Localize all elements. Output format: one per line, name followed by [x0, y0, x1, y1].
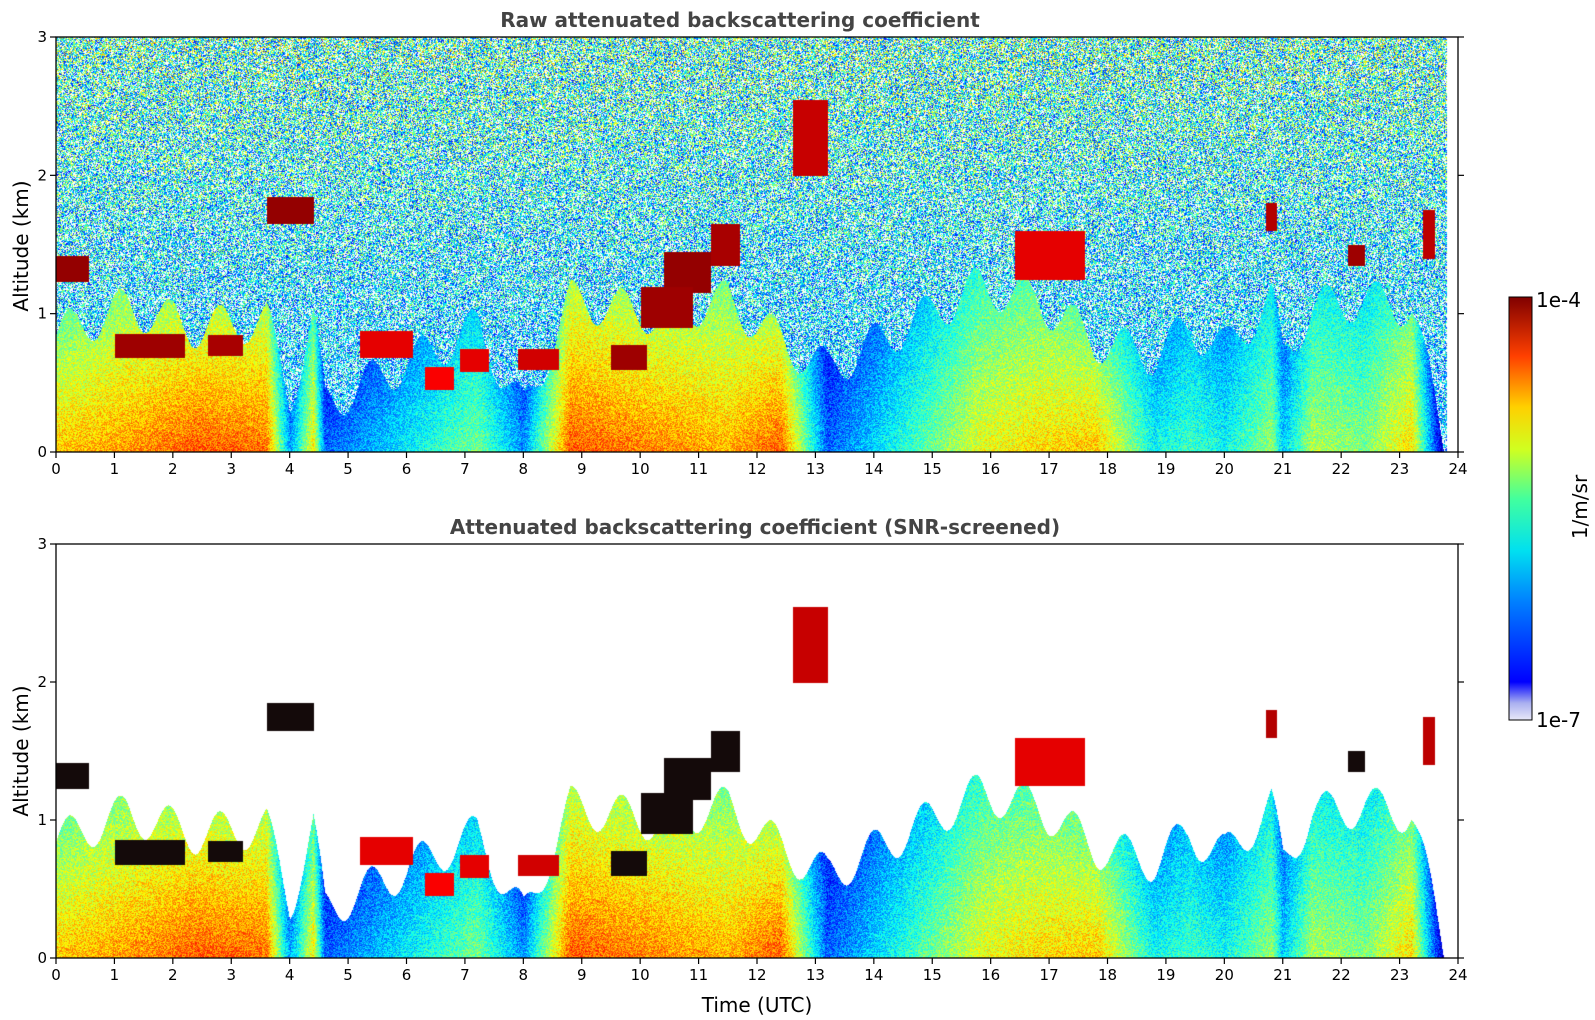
x-tick-label: 6 — [402, 460, 412, 478]
colorbar-units-label: 1/m/sr — [1568, 474, 1592, 539]
x-tick-label: 6 — [402, 966, 412, 984]
x-tick-label: 9 — [577, 966, 587, 984]
x-tick-label: 23 — [1390, 460, 1409, 478]
screened-y-axis-label: Altitude (km) — [9, 685, 33, 816]
y-tick-label: 2 — [37, 673, 47, 691]
raw-y-axis-label: Altitude (km) — [9, 180, 33, 311]
x-tick-label: 2 — [168, 460, 178, 478]
screened-heatmap-canvas — [56, 544, 1458, 958]
x-tick-label: 24 — [1448, 460, 1467, 478]
x-tick-label: 12 — [747, 460, 766, 478]
raw-heatmap-area — [56, 37, 1458, 452]
x-tick-label: 18 — [1098, 460, 1117, 478]
x-tick-label: 13 — [806, 966, 825, 984]
x-tick-label: 8 — [519, 966, 529, 984]
x-tick-label: 14 — [864, 460, 883, 478]
x-tick-label: 19 — [1156, 966, 1175, 984]
x-tick-label: 21 — [1273, 966, 1292, 984]
x-tick-label: 7 — [460, 460, 470, 478]
x-tick-label: 21 — [1273, 460, 1292, 478]
x-tick-label: 20 — [1215, 460, 1234, 478]
x-tick-label: 15 — [923, 966, 942, 984]
x-tick-label: 20 — [1215, 966, 1234, 984]
x-tick-label: 2 — [168, 966, 178, 984]
raw-backscatter-panel: Raw attenuated backscattering coefficien… — [9, 8, 1468, 478]
x-tick-label: 4 — [285, 460, 295, 478]
x-tick-label: 4 — [285, 966, 295, 984]
x-tick-label: 11 — [689, 460, 708, 478]
x-tick-label: 19 — [1156, 460, 1175, 478]
x-tick-label: 1 — [110, 966, 120, 984]
x-tick-label: 5 — [343, 460, 353, 478]
x-tick-label: 14 — [864, 966, 883, 984]
raw-y-ticks: 0 1 2 3 — [37, 28, 1464, 461]
raw-panel-title: Raw attenuated backscattering coefficien… — [500, 8, 980, 32]
raw-heatmap-canvas — [56, 37, 1458, 452]
x-tick-label: 5 — [343, 966, 353, 984]
x-tick-label: 24 — [1448, 966, 1467, 984]
x-tick-label: 10 — [631, 966, 650, 984]
x-tick-label: 22 — [1332, 966, 1351, 984]
x-tick-label: 11 — [689, 966, 708, 984]
y-tick-label: 2 — [37, 166, 47, 184]
y-tick-label: 1 — [37, 811, 47, 829]
x-tick-label: 16 — [981, 966, 1000, 984]
screened-heatmap-area — [56, 544, 1458, 958]
colorbar-max-label: 1e-4 — [1536, 288, 1581, 312]
x-tick-label: 15 — [923, 460, 942, 478]
x-tick-label: 1 — [110, 460, 120, 478]
x-tick-label: 10 — [631, 460, 650, 478]
y-tick-label: 0 — [37, 949, 47, 967]
x-tick-label: 3 — [226, 966, 236, 984]
x-tick-label: 23 — [1390, 966, 1409, 984]
x-tick-label: 0 — [51, 460, 61, 478]
x-tick-label: 17 — [1040, 460, 1059, 478]
x-tick-label: 22 — [1332, 460, 1351, 478]
x-tick-label: 12 — [747, 966, 766, 984]
screened-x-ticks: 0 1 2 3 4 5 6 7 8 9 10 11 12 13 14 15 16 17 18 19 20 21 22 23 24 — [51, 958, 1468, 984]
y-tick-label: 3 — [37, 535, 47, 553]
x-tick-label: 18 — [1098, 966, 1117, 984]
x-tick-label: 8 — [519, 460, 529, 478]
screened-panel-title: Attenuated backscattering coefficient (S… — [450, 515, 1060, 539]
y-tick-label: 1 — [37, 305, 47, 323]
colorbar: 1e-4 1e-7 1/m/sr — [1508, 288, 1592, 732]
y-tick-label: 3 — [37, 28, 47, 46]
x-tick-label: 16 — [981, 460, 1000, 478]
y-tick-label: 0 — [37, 443, 47, 461]
x-tick-label: 0 — [51, 966, 61, 984]
x-axis-label: Time (UTC) — [701, 993, 813, 1017]
raw-x-ticks: 0 1 2 3 4 5 6 7 8 9 10 11 12 13 14 15 16 17 18 19 20 21 22 23 24 — [51, 452, 1468, 478]
screened-backscatter-panel: Attenuated backscattering coefficient (S… — [9, 515, 1468, 1017]
x-tick-label: 7 — [460, 966, 470, 984]
x-tick-label: 17 — [1040, 966, 1059, 984]
screened-y-ticks: 0 1 2 3 — [37, 535, 1464, 967]
colorbar-min-label: 1e-7 — [1536, 708, 1581, 732]
x-tick-label: 13 — [806, 460, 825, 478]
colorbar-gradient — [1508, 296, 1533, 721]
x-tick-label: 3 — [226, 460, 236, 478]
x-tick-label: 9 — [577, 460, 587, 478]
